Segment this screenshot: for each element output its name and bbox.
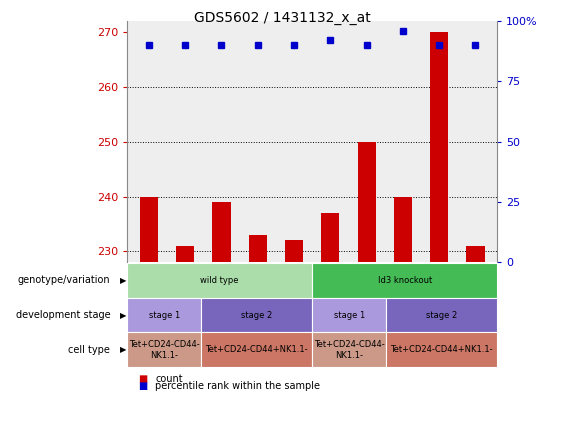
Text: stage 2: stage 2: [426, 310, 457, 320]
Bar: [358, 142, 376, 262]
Bar: [249, 235, 267, 262]
Bar: [285, 240, 303, 262]
Text: ■: ■: [138, 374, 147, 384]
Bar: [321, 213, 340, 262]
Bar: [430, 32, 448, 262]
Text: Tet+CD24-CD44-
NK1.1-: Tet+CD24-CD44- NK1.1-: [129, 340, 199, 360]
Text: Id3 knockout: Id3 knockout: [377, 276, 432, 285]
Bar: [176, 246, 194, 262]
Text: ▶: ▶: [120, 345, 127, 354]
Bar: [140, 197, 158, 262]
Text: genotype/variation: genotype/variation: [18, 275, 110, 286]
Text: stage 2: stage 2: [241, 310, 272, 320]
Text: ▶: ▶: [120, 276, 127, 285]
Text: stage 1: stage 1: [333, 310, 365, 320]
Text: Tet+CD24-CD44+NK1.1-: Tet+CD24-CD44+NK1.1-: [390, 345, 493, 354]
Text: ▶: ▶: [120, 310, 127, 320]
Bar: [212, 202, 231, 262]
Text: stage 1: stage 1: [149, 310, 180, 320]
Text: Tet+CD24-CD44+NK1.1-: Tet+CD24-CD44+NK1.1-: [205, 345, 308, 354]
Text: count: count: [155, 374, 183, 384]
Text: wild type: wild type: [201, 276, 239, 285]
Text: development stage: development stage: [16, 310, 110, 320]
Text: cell type: cell type: [68, 345, 110, 355]
Bar: [466, 246, 485, 262]
Text: ■: ■: [138, 381, 147, 391]
Text: Tet+CD24-CD44-
NK1.1-: Tet+CD24-CD44- NK1.1-: [314, 340, 385, 360]
Text: GDS5602 / 1431132_x_at: GDS5602 / 1431132_x_at: [194, 11, 371, 25]
Text: percentile rank within the sample: percentile rank within the sample: [155, 381, 320, 391]
Bar: [394, 197, 412, 262]
